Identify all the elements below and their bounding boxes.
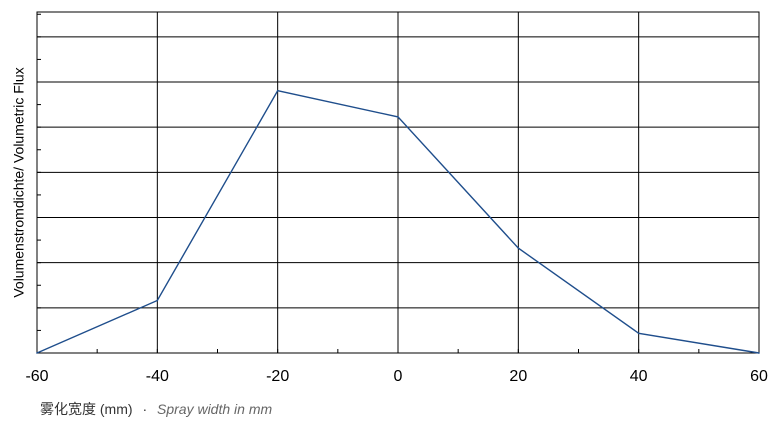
data-point [276, 89, 279, 92]
data-point [36, 352, 38, 354]
x-tick-label: 60 [750, 368, 768, 385]
data-point [397, 116, 399, 118]
x-tick-labels: -60 -40 -20 0 20 40 60 [25, 368, 768, 385]
x-tick-label: 40 [630, 368, 648, 385]
y-axis-label: Volumenstromdichte/ Volumetric Flux [11, 67, 27, 297]
x-tick-label: 0 [394, 368, 403, 385]
data-point [637, 332, 640, 335]
x-tick-label: -60 [25, 368, 48, 385]
series-group [36, 89, 760, 354]
x-axis-label: 雾化宽度 (mm) · Spray width in mm [40, 399, 272, 419]
data-point [517, 247, 520, 249]
x-tick-label: -20 [266, 368, 289, 385]
x-axis-label-chinese: 雾化宽度 (mm) [40, 401, 133, 417]
x-axis-label-english: Spray width in mm [157, 401, 273, 417]
data-point [758, 352, 760, 354]
x-axis-label-separator: · [142, 401, 148, 417]
minor-ticks [36, 13, 760, 354]
data-point [156, 299, 159, 302]
chart: -60 -40 -20 0 20 40 60 Volumenstromdichte/ Vol… [11, 11, 768, 385]
x-tick-label: -40 [146, 368, 169, 385]
grid [36, 11, 760, 354]
x-tick-label: 20 [509, 368, 527, 385]
